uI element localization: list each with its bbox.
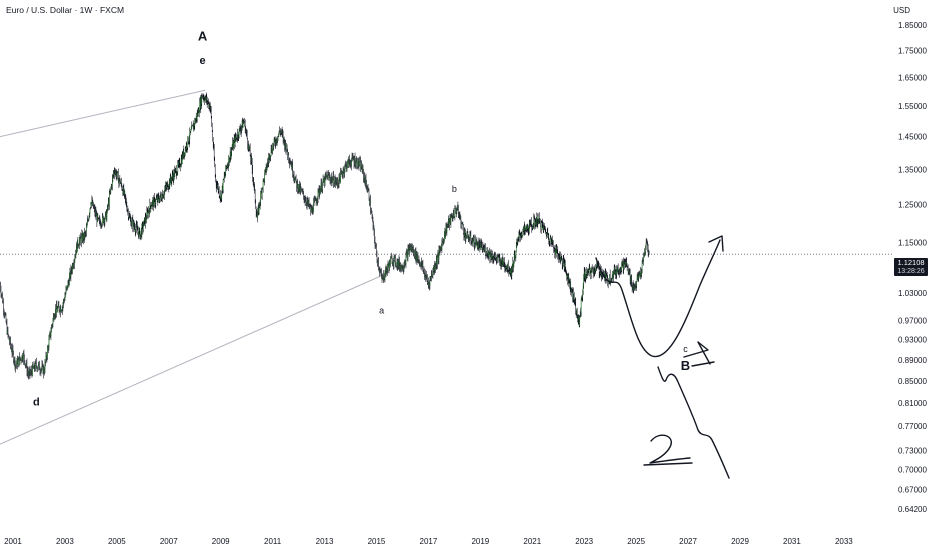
last-price-tag: 1.12108 13:28:26 <box>894 258 928 276</box>
y-tick-label: 0.77000 <box>898 422 927 431</box>
x-tick-label: 2021 <box>523 537 541 546</box>
wave-label[interactable]: b <box>452 184 457 194</box>
x-tick-label: 2007 <box>160 537 178 546</box>
trendline[interactable] <box>0 89 206 138</box>
wave-label[interactable]: A <box>198 28 208 43</box>
y-tick-label: 0.89000 <box>898 356 927 365</box>
wave-label[interactable]: e <box>199 55 205 67</box>
projection-path-1 <box>595 239 721 358</box>
x-tick-label: 2013 <box>316 537 334 546</box>
y-tick-label: 1.55000 <box>898 102 927 111</box>
y-tick-label: 1.35000 <box>898 165 927 174</box>
time-axis[interactable]: 2001 2003 2005 2007 2009 2011 2013 2015 2017 2019… <box>4 537 853 546</box>
x-tick-label: 2029 <box>731 537 749 546</box>
x-tick-label: 2019 <box>471 537 489 546</box>
price-axis[interactable]: 1.85000 1.75000 1.65000 1.55000 1.45000 1.350… <box>898 21 927 514</box>
currency-label: USD <box>893 6 910 15</box>
x-tick-label: 2009 <box>212 537 230 546</box>
y-tick-label: 0.67000 <box>898 486 927 495</box>
digit-1-handwritten <box>683 341 715 367</box>
x-tick-label: 2033 <box>835 537 853 546</box>
wave-label[interactable]: c <box>683 344 688 354</box>
last-price-value: 1.12108 <box>897 258 925 267</box>
y-tick-label: 1.45000 <box>898 133 927 142</box>
projection-arrow-head <box>708 235 724 252</box>
y-tick-label: 0.70000 <box>898 466 927 475</box>
y-tick-label: 0.73000 <box>898 446 927 455</box>
y-tick-label: 0.85000 <box>898 377 927 386</box>
y-tick-label: 1.03000 <box>898 289 927 298</box>
x-tick-label: 2027 <box>679 537 697 546</box>
y-tick-label: 1.25000 <box>898 201 927 210</box>
y-tick-label: 1.75000 <box>898 47 927 56</box>
trendline[interactable] <box>0 275 382 445</box>
x-tick-label: 2005 <box>108 537 126 546</box>
x-tick-label: 2023 <box>575 537 593 546</box>
x-tick-label: 2003 <box>56 537 74 546</box>
x-tick-label: 2017 <box>420 537 438 546</box>
x-tick-label: 2015 <box>368 537 386 546</box>
wave-label[interactable]: a <box>379 305 384 315</box>
wave-label[interactable]: d <box>33 397 40 409</box>
x-tick-label: 2025 <box>627 537 645 546</box>
x-tick-label: 2001 <box>4 537 22 546</box>
x-tick-label: 2011 <box>264 537 282 546</box>
y-tick-label: 1.15000 <box>898 239 927 248</box>
y-tick-label: 0.97000 <box>898 316 927 325</box>
y-tick-label: 1.65000 <box>898 74 927 83</box>
projection-path-2 <box>657 366 730 479</box>
chart-title: Euro / U.S. Dollar · 1W · FXCM <box>6 5 125 15</box>
digit-2-handwritten <box>643 434 693 466</box>
x-tick-label: 2031 <box>783 537 801 546</box>
y-tick-label: 0.93000 <box>898 336 927 345</box>
wave-label[interactable]: B <box>681 358 690 373</box>
y-tick-label: 0.64200 <box>898 505 927 514</box>
bar-countdown: 13:28:26 <box>897 268 925 275</box>
y-tick-label: 0.81000 <box>898 399 927 408</box>
y-tick-label: 1.85000 <box>898 21 927 30</box>
